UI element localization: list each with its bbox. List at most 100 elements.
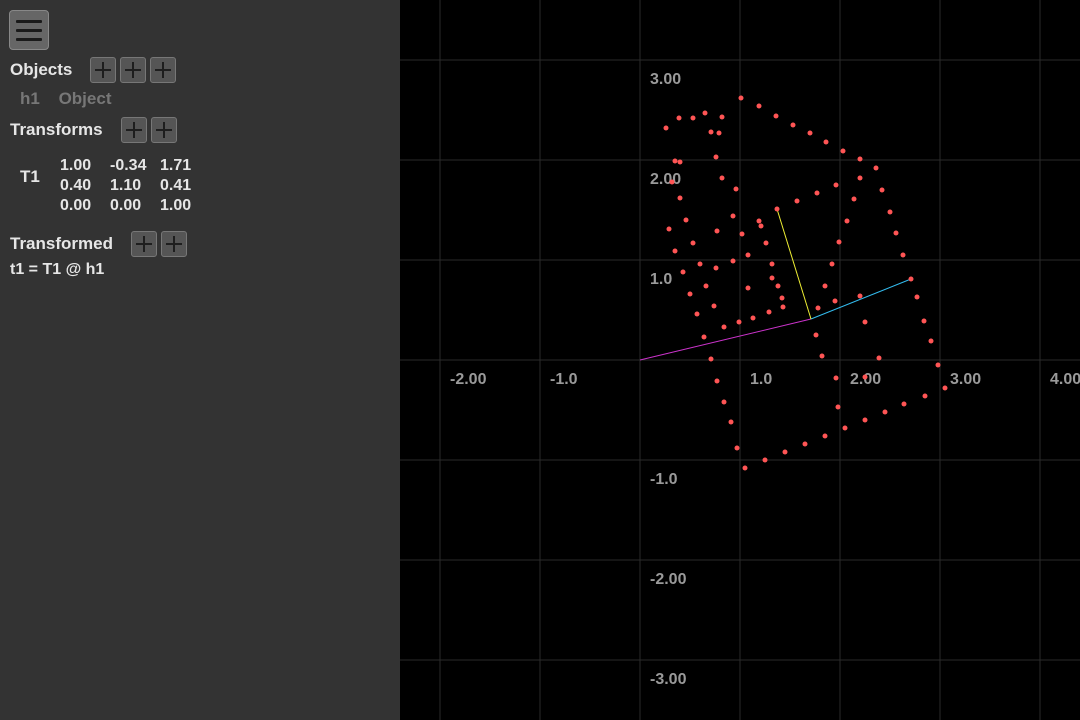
data-point — [756, 218, 762, 224]
point-cloud — [663, 95, 948, 471]
data-point — [714, 378, 720, 384]
data-point — [835, 404, 841, 410]
data-point — [928, 338, 934, 344]
data-point — [782, 449, 788, 455]
x-tick-label: -2.00 — [450, 371, 487, 388]
data-point — [758, 223, 764, 229]
data-point — [832, 298, 838, 304]
data-point — [935, 362, 941, 368]
matrix-cell[interactable]: 0.40 — [60, 177, 92, 194]
transformed-expression[interactable]: t1 = T1 @ h1 — [10, 261, 105, 278]
data-point — [833, 182, 839, 188]
data-point — [721, 324, 727, 330]
add-transformed-button[interactable] — [131, 231, 157, 257]
data-point — [857, 175, 863, 181]
data-point — [914, 294, 920, 300]
data-point — [687, 291, 693, 297]
matrix-cell[interactable]: -0.34 — [110, 157, 147, 174]
menu-icon-bar — [16, 29, 42, 32]
data-point — [745, 285, 751, 291]
add-object-button-2[interactable] — [120, 57, 146, 83]
x-basis-vector — [810, 278, 912, 320]
y-tick-label: 3.00 — [650, 71, 681, 88]
data-point — [882, 409, 888, 415]
y-tick-label: 1.0 — [650, 271, 672, 288]
add-object-button[interactable] — [90, 57, 116, 83]
data-point — [734, 445, 740, 451]
data-point — [676, 115, 682, 121]
y-tick-label: -3.00 — [650, 671, 687, 688]
matrix-cell[interactable]: 1.00 — [160, 197, 192, 214]
object-row[interactable]: h1 Object — [20, 89, 125, 109]
matrix-cell[interactable]: 1.71 — [160, 157, 192, 174]
add-transformed-button-2[interactable] — [161, 231, 187, 257]
data-point — [813, 332, 819, 338]
matrix-cell[interactable]: 0.00 — [60, 197, 92, 214]
data-point — [857, 293, 863, 299]
data-point — [775, 283, 781, 289]
data-point — [677, 159, 683, 165]
data-point — [873, 165, 879, 171]
data-point — [876, 355, 882, 361]
objects-title: Objects — [10, 60, 73, 79]
x-tick-label: -1.0 — [550, 371, 578, 388]
data-point — [719, 175, 725, 181]
data-point — [802, 441, 808, 447]
data-point — [862, 374, 868, 380]
tick-labels: -2.00 -1.0 1.0 2.00 3.00 4.00 3.00 2.00 1.0 -1.0 -… — [450, 71, 1080, 688]
data-point — [762, 457, 768, 463]
data-point — [823, 139, 829, 145]
data-point — [773, 113, 779, 119]
data-point — [713, 154, 719, 160]
data-point — [851, 196, 857, 202]
data-point — [842, 425, 848, 431]
data-point — [908, 276, 914, 282]
data-point — [672, 158, 678, 164]
data-point — [774, 206, 780, 212]
data-point — [814, 190, 820, 196]
data-point — [766, 309, 772, 315]
data-point — [739, 231, 745, 237]
matrix-cell[interactable]: 1.00 — [60, 157, 92, 174]
add-transform-button-2[interactable] — [151, 117, 177, 143]
data-point — [942, 385, 948, 391]
matrix-cell[interactable]: 0.41 — [160, 177, 192, 194]
data-point — [672, 248, 678, 254]
x-tick-label: 1.0 — [750, 371, 772, 388]
data-point — [745, 252, 751, 258]
data-point — [690, 115, 696, 121]
data-point — [922, 393, 928, 399]
add-object-button-3[interactable] — [150, 57, 176, 83]
matrix-cell[interactable]: 0.00 — [110, 197, 142, 214]
data-point — [677, 195, 683, 201]
data-point — [879, 187, 885, 193]
data-point — [819, 353, 825, 359]
transform-name: T1 — [20, 167, 40, 186]
data-point — [887, 209, 893, 215]
data-point — [702, 110, 708, 116]
data-point — [833, 375, 839, 381]
data-point — [742, 465, 748, 471]
matrix-cell[interactable]: 1.10 — [110, 177, 142, 194]
menu-button[interactable] — [9, 10, 49, 50]
data-point — [794, 198, 800, 204]
data-point — [697, 261, 703, 267]
data-point — [738, 95, 744, 101]
data-point — [769, 261, 775, 267]
data-point — [862, 417, 868, 423]
y-tick-label: -2.00 — [650, 571, 687, 588]
data-point — [893, 230, 899, 236]
transforms-title: Transforms — [10, 120, 103, 139]
x-tick-label: 2.00 — [850, 371, 881, 388]
data-point — [779, 295, 785, 301]
x-tick-label: 4.00 — [1050, 371, 1080, 388]
data-point — [836, 239, 842, 245]
plot-canvas[interactable]: -2.00 -1.0 1.0 2.00 3.00 4.00 3.00 2.00 1.0 -1.0 -… — [400, 0, 1080, 720]
data-point — [669, 179, 675, 185]
basis-vectors — [639, 208, 912, 361]
data-point — [815, 305, 821, 311]
add-transform-button[interactable] — [121, 117, 147, 143]
data-point — [721, 399, 727, 405]
data-point — [683, 217, 689, 223]
data-point — [708, 129, 714, 135]
